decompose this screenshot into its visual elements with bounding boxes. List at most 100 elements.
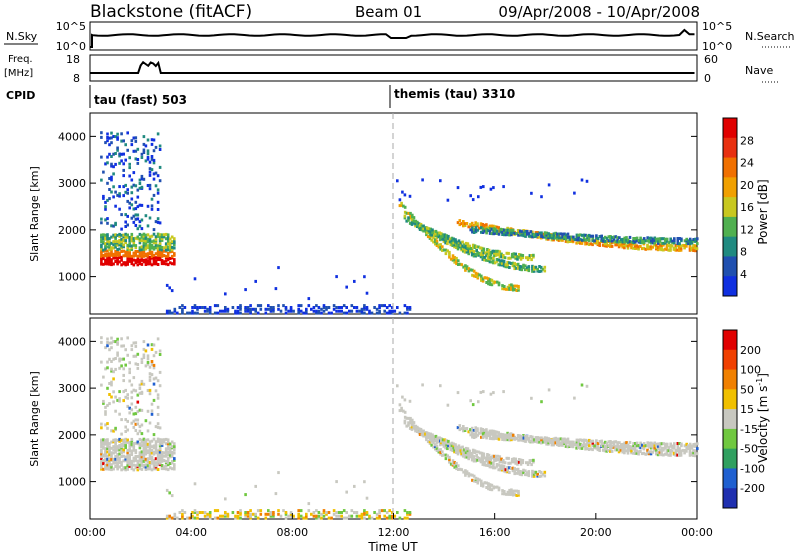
heatmap-cell: [549, 235, 552, 239]
y-tick-label: 1000: [58, 271, 86, 284]
heatmap-cell: [680, 237, 683, 241]
heatmap-cell: [444, 248, 448, 252]
heatmap-cell: [134, 244, 138, 248]
heatmap-cell: [495, 437, 499, 440]
heatmap-cell: [173, 258, 176, 262]
heatmap-cell: [530, 396, 533, 400]
heatmap-cell: [213, 509, 217, 513]
heatmap-cell: [605, 242, 608, 246]
heatmap-cell: [520, 268, 524, 272]
heatmap-cell: [487, 252, 491, 255]
heatmap-cell: [426, 440, 430, 444]
heatmap-cell: [108, 252, 111, 256]
heatmap-cell: [150, 439, 154, 443]
heatmap-cell: [138, 437, 142, 441]
heatmap-cell: [170, 254, 174, 258]
heatmap-cell: [327, 306, 331, 309]
heatmap-cell: [660, 248, 663, 252]
heatmap-cell: [474, 426, 477, 430]
heatmap-cell: [144, 450, 148, 454]
heatmap-cell: [136, 463, 140, 467]
heatmap-cell: [515, 468, 518, 472]
heatmap-cell: [164, 464, 168, 468]
heatmap-cell: [134, 139, 138, 143]
heatmap-cell: [461, 240, 464, 244]
heatmap-cell: [146, 464, 150, 468]
heatmap-cell: [112, 440, 115, 444]
heatmap-cell: [651, 239, 655, 243]
heatmap-cell: [406, 512, 409, 516]
heatmap-cell: [126, 455, 129, 459]
heatmap-cell: [168, 261, 172, 265]
heatmap-cell: [126, 467, 129, 471]
colorbar-tick-label: 16: [740, 201, 754, 214]
heatmap-cell: [130, 390, 134, 394]
heatmap-cell: [104, 454, 107, 458]
heatmap-cell: [552, 238, 555, 242]
heatmap-cell: [442, 239, 446, 243]
heatmap-cell: [455, 461, 458, 465]
heatmap-cell: [478, 226, 481, 230]
heatmap-cell: [442, 248, 446, 252]
heatmap-cell: [688, 237, 692, 241]
heatmap-cell: [547, 439, 550, 443]
heatmap-cell: [414, 224, 417, 228]
heatmap-cell: [168, 449, 172, 453]
heatmap-cell: [446, 447, 449, 451]
heatmap-cell: [655, 452, 658, 456]
heatmap-cell: [148, 457, 152, 461]
heatmap-cell: [256, 311, 260, 315]
heatmap-cell: [244, 288, 247, 292]
heatmap-cell: [342, 304, 346, 308]
heatmap-cell: [128, 367, 131, 371]
heatmap-cell: [116, 262, 119, 266]
heatmap-cell: [457, 444, 461, 448]
heatmap-cell: [138, 178, 142, 182]
heatmap-cell: [665, 451, 669, 455]
heatmap-cell: [158, 165, 162, 169]
heatmap-cell: [164, 245, 168, 249]
nsearch-label: N.Search: [745, 30, 795, 43]
heatmap-cell: [443, 440, 447, 444]
colorbar-swatch: [723, 276, 737, 297]
heatmap-cell: [554, 441, 557, 445]
heatmap-cell: [490, 224, 493, 228]
heatmap-cell: [695, 452, 699, 456]
heatmap-cell: [482, 247, 486, 251]
heatmap-cell: [126, 214, 129, 218]
heatmap-cell: [116, 132, 119, 136]
heatmap-cell: [100, 457, 103, 460]
heatmap-cell: [425, 431, 429, 435]
heatmap-cell: [118, 207, 121, 211]
heatmap-cell: [464, 471, 467, 475]
heatmap-cell: [363, 480, 366, 484]
heatmap-cell: [476, 429, 479, 433]
heatmap-cell: [482, 249, 486, 253]
heatmap-cell: [156, 422, 160, 426]
heatmap-cell: [102, 401, 105, 405]
heatmap-cell: [128, 248, 131, 252]
heatmap-cell: [591, 239, 595, 243]
heatmap-cell: [110, 252, 113, 256]
heatmap-cell: [531, 435, 534, 439]
heatmap-cell: [515, 494, 518, 497]
heatmap-cell: [492, 429, 495, 433]
heatmap-cell: [264, 516, 268, 520]
heatmap-cell: [231, 306, 235, 309]
heatmap-cell: [353, 279, 356, 283]
heatmap-cell: [112, 377, 115, 381]
heatmap-cell: [166, 442, 170, 446]
heatmap-cell: [363, 311, 366, 315]
heatmap-cell: [360, 307, 364, 311]
heatmap-cell: [617, 448, 621, 452]
heatmap-cell: [432, 445, 435, 449]
heatmap-cell: [653, 441, 657, 445]
heatmap-cell: [148, 167, 152, 171]
heatmap-cell: [586, 242, 589, 246]
heatmap-cell: [104, 247, 107, 251]
heatmap-cell: [541, 437, 545, 441]
heatmap-cell: [144, 419, 148, 423]
heatmap-cell: [165, 309, 169, 313]
heatmap-cell: [198, 511, 202, 514]
heatmap-cell: [653, 241, 657, 245]
